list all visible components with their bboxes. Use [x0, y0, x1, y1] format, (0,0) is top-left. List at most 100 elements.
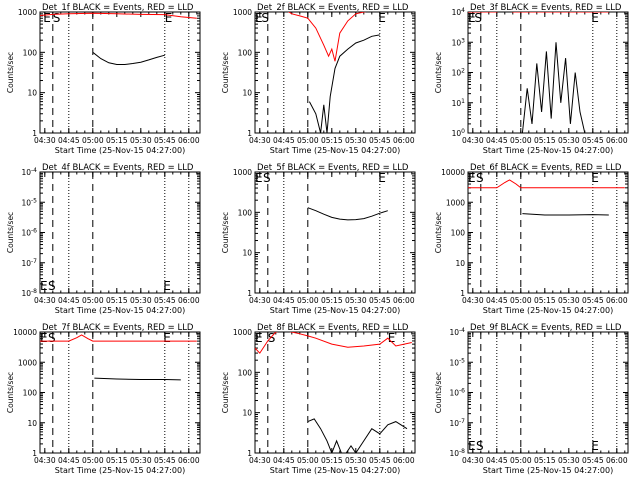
x-tick-label: 05:15	[534, 136, 556, 145]
y-tick-label: 10-6	[449, 388, 465, 398]
x-tick-label: 04:45	[58, 136, 80, 145]
x-tick-label: 05:45	[369, 136, 391, 145]
marker-S: S	[476, 439, 484, 453]
x-axis-label: Start Time (25-Nov-15 04:27:00)	[270, 466, 400, 475]
y-axis-label: Counts/sec	[434, 372, 443, 413]
chart-panel-4: Det_4f BLACK = Events, RED = LLD 10-8 10-7…	[6, 163, 201, 315]
plot-frame	[254, 11, 416, 134]
plot-frame	[39, 331, 201, 454]
y-axis-label: Counts/sec	[434, 212, 443, 253]
chart-panel-9: Det_9f BLACK = Events, RED = LLD 10-8 10-7…	[434, 323, 629, 475]
x-tick-label: 05:45	[582, 296, 604, 305]
y-tick-label: 1000	[446, 198, 465, 207]
x-tick-label: 06:00	[606, 456, 628, 465]
x-tick-label: 06:00	[178, 136, 200, 145]
x-tick-label: 06:00	[178, 456, 200, 465]
x-tick-label: 06:00	[393, 456, 415, 465]
chart-title: Det_1f BLACK = Events, RED = LLD	[42, 3, 194, 13]
x-tick-label: 05:45	[369, 456, 391, 465]
marker-E-start: E	[468, 439, 476, 453]
chart-panel-7: Det_7f BLACK = Events, RED = LLD 1 10 100 10…	[6, 323, 201, 475]
y-tick-label: 10	[455, 259, 465, 268]
chart-panel-8: Det_8f BLACK = Events, RED = LLD 1 10 100 10…	[221, 323, 416, 475]
x-tick-label: 04:45	[273, 456, 295, 465]
x-tick-label: 05:30	[130, 136, 152, 145]
x-tick-label: 04:30	[34, 296, 56, 305]
y-tick-label: 10	[27, 89, 37, 98]
x-tick-label: 05:30	[345, 456, 367, 465]
series-line-lld	[255, 332, 412, 354]
x-tick-label: 04:30	[462, 136, 484, 145]
chart-title: Det_8f BLACK = Events, RED = LLD	[257, 323, 409, 333]
y-tick-label: 10-5	[449, 357, 465, 367]
x-tick-label: 04:30	[249, 456, 271, 465]
x-axis-label: Start Time (25-Nov-15 04:27:00)	[55, 466, 185, 475]
x-axis-label: Start Time (25-Nov-15 04:27:00)	[483, 466, 613, 475]
y-axis-label: Counts/sec	[6, 52, 15, 93]
x-axis-label: Start Time (25-Nov-15 04:27:00)	[483, 306, 613, 315]
y-tick-label: 103	[452, 37, 466, 47]
chart-panel-6: Det_6f BLACK = Events, RED = LLD 1 10 100 10…	[434, 163, 629, 315]
marker-E-end: E	[163, 331, 171, 345]
marker-E-start: E	[255, 331, 263, 345]
chart-panel-2: Det_2f BLACK = Events, RED = LLD 1 10 100 10…	[221, 3, 416, 155]
marker-S: S	[48, 279, 56, 293]
x-tick-label: 05:15	[321, 456, 343, 465]
plot-frame	[467, 171, 629, 294]
y-tick-label: 10	[242, 89, 252, 98]
y-tick-label: 101	[452, 98, 466, 108]
x-tick-label: 04:45	[486, 456, 508, 465]
x-tick-label: 05:00	[82, 296, 104, 305]
chart-title: Det_5f BLACK = Events, RED = LLD	[257, 163, 409, 173]
marker-E-end: E	[163, 279, 171, 293]
x-tick-label: 05:15	[321, 296, 343, 305]
x-tick-label: 05:15	[321, 136, 343, 145]
x-tick-label: 05:15	[106, 456, 128, 465]
x-tick-label: 05:00	[510, 296, 532, 305]
chart-panel-1: Det_1f BLACK = Events, RED = LLD 1 10 100 10…	[6, 3, 201, 155]
x-tick-label: 05:30	[345, 136, 367, 145]
series-line-events	[94, 377, 181, 381]
series-line-events	[521, 42, 586, 133]
series-line-lld	[287, 12, 367, 62]
y-tick-label: 10-7	[449, 418, 465, 428]
y-tick-label: 10	[242, 249, 252, 258]
y-tick-label: 10-8	[21, 288, 37, 298]
marker-S: S	[53, 11, 61, 25]
plot-frame	[39, 171, 201, 294]
y-axis-label: Counts/sec	[6, 212, 15, 253]
y-tick-label: 1	[247, 289, 252, 298]
marker-E-start: E	[255, 11, 263, 25]
series-line-events	[307, 418, 408, 453]
x-tick-label: 05:00	[297, 136, 319, 145]
x-axis-label: Start Time (25-Nov-15 04:27:00)	[483, 146, 613, 155]
x-tick-label: 06:00	[606, 136, 628, 145]
x-axis-label: Start Time (25-Nov-15 04:27:00)	[270, 146, 400, 155]
series-line-events	[522, 213, 609, 216]
marker-E-end: E	[591, 439, 599, 453]
plot-frame	[254, 171, 416, 294]
y-tick-label: 100	[23, 48, 38, 57]
chart-title: Det_3f BLACK = Events, RED = LLD	[470, 3, 622, 13]
x-tick-label: 05:15	[106, 136, 128, 145]
x-tick-label: 06:00	[393, 296, 415, 305]
x-tick-label: 05:15	[534, 456, 556, 465]
x-tick-label: 05:30	[558, 136, 580, 145]
x-tick-label: 05:15	[534, 296, 556, 305]
x-axis-label: Start Time (25-Nov-15 04:27:00)	[55, 146, 185, 155]
marker-E-end: E	[388, 331, 396, 345]
y-tick-label: 1	[247, 129, 252, 138]
x-tick-label: 05:45	[582, 456, 604, 465]
x-tick-label: 05:30	[558, 456, 580, 465]
x-tick-label: 05:45	[369, 296, 391, 305]
marker-E-end: E	[591, 171, 599, 185]
y-tick-label: 1	[460, 289, 465, 298]
marker-E-end: E	[378, 171, 386, 185]
x-tick-label: 04:45	[58, 456, 80, 465]
x-tick-label: 04:45	[486, 296, 508, 305]
x-tick-label: 04:30	[249, 296, 271, 305]
y-tick-label: 1000	[233, 8, 252, 17]
marker-E-start: E	[40, 331, 48, 345]
y-tick-label: 100	[238, 368, 253, 377]
